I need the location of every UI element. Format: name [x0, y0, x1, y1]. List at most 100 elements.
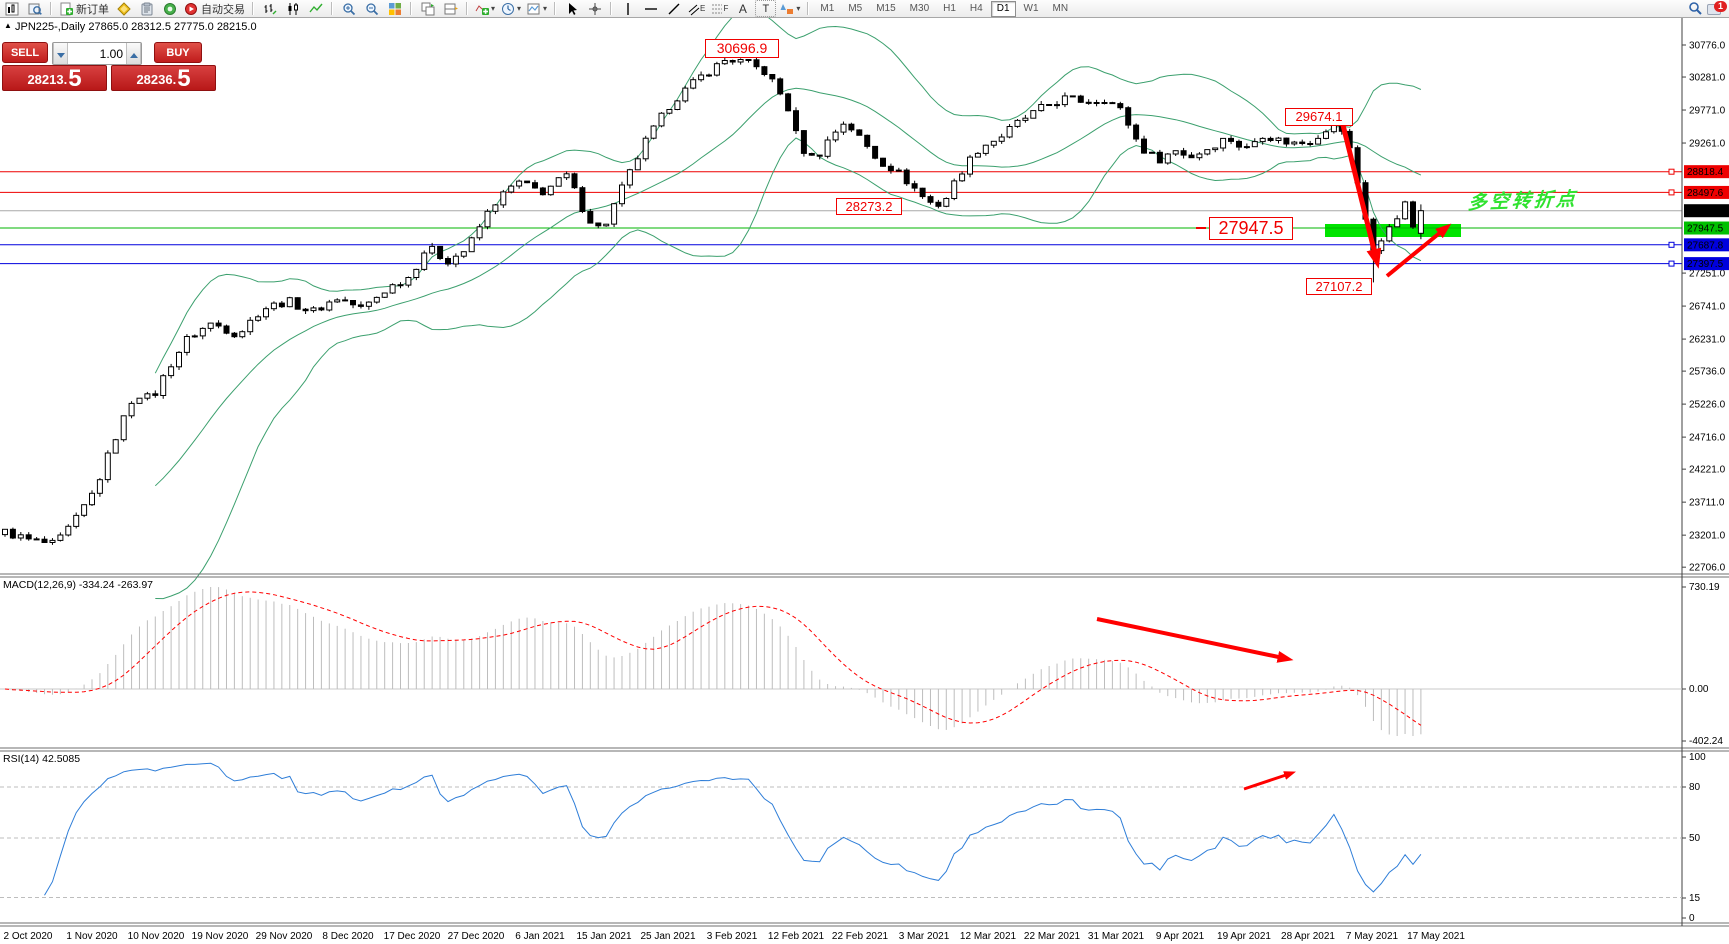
sell-button[interactable]: SELL: [2, 42, 48, 63]
tf-w1-button[interactable]: W1: [1023, 2, 1039, 14]
profiles-icon[interactable]: [24, 0, 45, 17]
tf-h1-button[interactable]: H1: [943, 2, 956, 14]
volume-increase-button[interactable]: [126, 43, 141, 64]
horizontal-line-icon[interactable]: [640, 0, 661, 17]
tf-m1-button[interactable]: M1: [820, 2, 835, 14]
rsi-value: 42.5085: [42, 753, 81, 765]
volume-input[interactable]: [68, 43, 126, 64]
svg-text:80: 80: [1689, 782, 1701, 793]
terminal-icon[interactable]: [136, 0, 157, 17]
price-annotation-28273[interactable]: 28273.2: [836, 198, 902, 215]
cursor-icon[interactable]: [561, 0, 582, 17]
rsi-panel[interactable]: [0, 762, 1682, 898]
zoom-in-icon[interactable]: [338, 0, 359, 17]
fibonacci-icon[interactable]: F: [709, 0, 730, 17]
ohlc-readout: 27865.0 28312.5 27775.0 28215.0: [88, 21, 257, 33]
toolbar-separator: [807, 2, 810, 15]
periods-icon[interactable]: ▾: [499, 0, 523, 17]
cascade-windows-icon[interactable]: [417, 0, 438, 17]
rsi-label: RSI(14) 42.5085: [3, 753, 80, 765]
price-annotation-30696[interactable]: 30696.9: [705, 39, 779, 58]
svg-text:26741.0: 26741.0: [1689, 302, 1726, 313]
tf-mn-button[interactable]: MN: [1052, 2, 1069, 14]
tf-h4-button[interactable]: H4: [969, 2, 983, 14]
panel-frames[interactable]: [0, 18, 1729, 927]
buy-price: 28236.: [136, 72, 177, 87]
templates-icon[interactable]: ▾: [525, 0, 549, 17]
annotation-text: 30696.9: [716, 40, 768, 56]
tf-m15-button[interactable]: M15: [876, 2, 896, 14]
svg-text:3 Feb 2021: 3 Feb 2021: [707, 931, 758, 942]
price-annotation-29674[interactable]: 29674.1: [1285, 108, 1353, 126]
line-chart-icon[interactable]: [305, 0, 326, 17]
search-icon[interactable]: [1685, 0, 1706, 17]
autotrade-button[interactable]: 自动交易: [182, 0, 247, 17]
bollinger-bands[interactable]: [154, 6, 1422, 600]
new-chart-icon[interactable]: [1, 0, 22, 17]
tile-windows-icon[interactable]: [384, 0, 405, 17]
sell-price-tile[interactable]: 28213. 5: [2, 65, 107, 91]
price-annotation-27107[interactable]: 27107.2: [1306, 278, 1372, 295]
svg-text:19 Nov 2020: 19 Nov 2020: [192, 931, 249, 942]
macd-label: MACD(12,26,9) -334.24 -263.97: [3, 579, 153, 591]
label-tool-icon[interactable]: T: [755, 0, 777, 17]
price-annotation-27947[interactable]: 27947.5: [1209, 217, 1293, 240]
horizontal-lines[interactable]: [0, 168, 1682, 267]
macd-signal-line[interactable]: [4, 591, 1422, 726]
svg-text:1 Nov 2020: 1 Nov 2020: [66, 931, 118, 942]
toolbar-separator: [331, 2, 333, 15]
channel-icon[interactable]: E: [686, 0, 707, 17]
svg-text:25 Jan 2021: 25 Jan 2021: [640, 931, 695, 942]
rsi-line[interactable]: [44, 762, 1422, 896]
volume-decrease-button[interactable]: [53, 43, 68, 64]
svg-text:28497.6: 28497.6: [1687, 188, 1724, 199]
svg-text:31 Mar 2021: 31 Mar 2021: [1088, 931, 1145, 942]
candlestick-chart-icon[interactable]: [282, 0, 303, 17]
notifications-icon[interactable]: 1: [1707, 0, 1727, 16]
date-axis[interactable]: 2 Oct 2020 1 Nov 2020 10 Nov 2020 19 Nov 20…: [4, 931, 1466, 942]
trendline-icon[interactable]: [663, 0, 684, 17]
buy-button[interactable]: BUY: [154, 42, 202, 63]
svg-text:24221.0: 24221.0: [1689, 465, 1726, 476]
svg-text:10 Nov 2020: 10 Nov 2020: [128, 931, 185, 942]
tf-m30-button[interactable]: M30: [909, 2, 930, 14]
buy-price-tile[interactable]: 28236. 5: [111, 65, 216, 91]
bar-chart-icon[interactable]: [259, 0, 280, 17]
metaeditor-icon[interactable]: [113, 0, 134, 17]
vertical-line-icon[interactable]: [617, 0, 638, 17]
svg-text:730.19: 730.19: [1689, 582, 1720, 593]
trend-arrows[interactable]: [1096, 124, 1452, 791]
annotation-text: 29674.1: [1295, 109, 1343, 124]
annotation-text: 28273.2: [845, 199, 893, 214]
svg-text:25226.0: 25226.0: [1689, 400, 1726, 411]
svg-text:30281.0: 30281.0: [1689, 73, 1726, 84]
shapes-icon[interactable]: ▾: [778, 0, 802, 17]
new-order-button[interactable]: 新订单: [57, 0, 111, 17]
svg-text:3 Mar 2021: 3 Mar 2021: [899, 931, 950, 942]
indicators-icon[interactable]: ▾: [473, 0, 497, 17]
price-axis[interactable]: 30776.0 30281.0 29771.0 29261.0 27251.0 26741…: [1682, 41, 1729, 925]
macd-values: -334.24 -263.97: [78, 579, 154, 591]
svg-text:25736.0: 25736.0: [1689, 367, 1726, 378]
crosshair-icon[interactable]: [584, 0, 605, 17]
arrange-windows-icon[interactable]: [440, 0, 461, 17]
zoom-out-icon[interactable]: [361, 0, 382, 17]
tf-m5-button[interactable]: M5: [848, 2, 863, 14]
pivot-zone[interactable]: [1325, 224, 1461, 237]
svg-text:22706.0: 22706.0: [1689, 563, 1726, 574]
annotation-text: 27107.2: [1315, 279, 1363, 294]
channel-letter: E: [700, 4, 706, 13]
svg-text:8 Dec 2020: 8 Dec 2020: [322, 931, 374, 942]
text-tool-icon[interactable]: A: [732, 0, 753, 17]
note-text[interactable]: 多空转折点: [1467, 189, 1579, 214]
sell-price: 28213.: [27, 72, 68, 87]
candlesticks[interactable]: [2, 50, 1424, 545]
svg-text:100: 100: [1689, 752, 1706, 763]
strategy-tester-icon[interactable]: [159, 0, 180, 17]
macd-histogram[interactable]: [0, 587, 1682, 736]
svg-text:27251.0: 27251.0: [1689, 269, 1726, 280]
tf-d1-button[interactable]: D1: [990, 0, 1016, 17]
svg-text:26231.0: 26231.0: [1689, 335, 1726, 346]
rsi-name: RSI(14): [3, 753, 40, 765]
